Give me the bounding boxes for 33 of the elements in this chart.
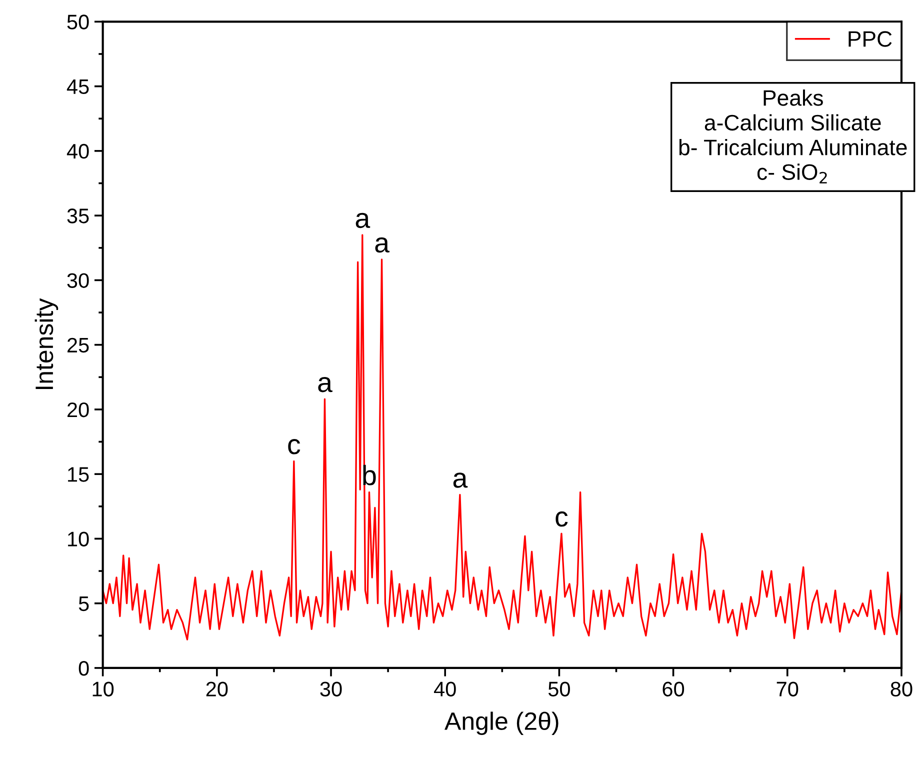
x-tick-label: 40 [434, 682, 456, 696]
y-tick-label: 35 [67, 208, 89, 224]
annotation: b- Tricalcium Aluminate [679, 139, 907, 156]
y-tick-label: 40 [66, 144, 89, 159]
y-tick-label: 50 [67, 14, 89, 30]
y-tick-label: 45 [66, 80, 89, 94]
line-series [102, 234, 902, 640]
y-tick-label: 15 [68, 467, 89, 482]
x-tick-label: 10 [92, 682, 114, 696]
y-tick-label: 5 [78, 596, 89, 612]
y-tick-label: 20 [68, 402, 89, 418]
annotation: c [556, 511, 568, 527]
annotation: c- SiO$_{2}$ [757, 164, 827, 184]
x-tick-label: 20 [206, 682, 228, 696]
x-tick-label: 80 [890, 682, 912, 696]
annotation: a [375, 237, 390, 253]
annotation: a [453, 472, 468, 488]
annotation: a [356, 212, 370, 228]
legend-label: PPC [848, 31, 892, 47]
y-tick-label: 0 [78, 660, 89, 676]
x-tick-label: 30 [320, 682, 342, 696]
y-tick-label: 10 [68, 532, 89, 546]
y-tick-label: 30 [67, 273, 89, 288]
x-tick-label: 60 [662, 682, 684, 696]
annotation: Peaks [764, 90, 823, 106]
annotation: c [288, 439, 300, 454]
y-axis-title: Intensity [34, 298, 58, 390]
annotation: a [318, 377, 332, 392]
x-tick-label: 50 [548, 682, 570, 696]
annotation: a-Calcium Silicate [704, 114, 881, 131]
x-tick-label: 70 [776, 682, 798, 696]
x-axis-title: Angle (2θ) [444, 712, 558, 735]
y-tick-label: 25 [68, 338, 89, 353]
